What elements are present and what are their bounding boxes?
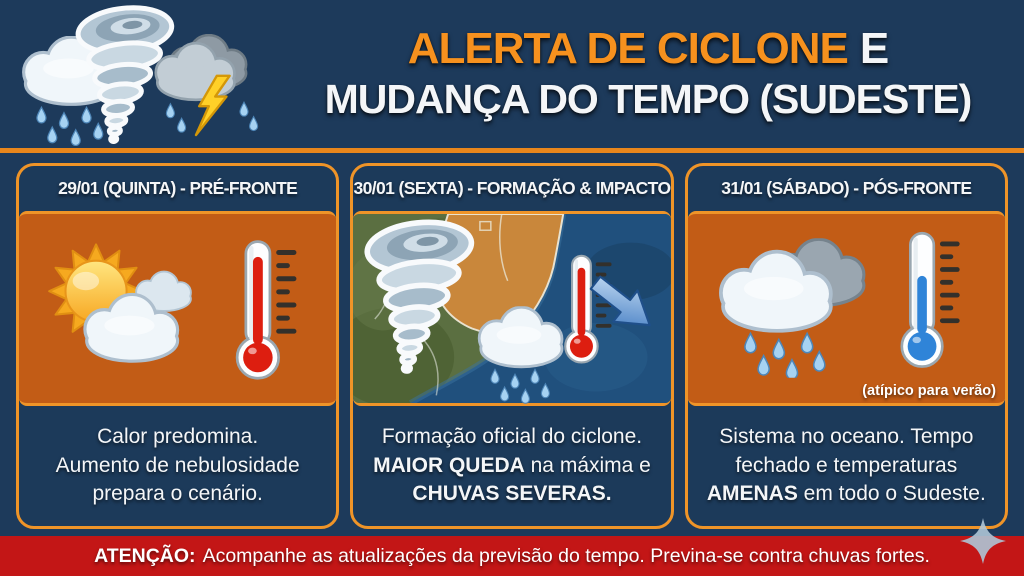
storm-cloud-lightning-icon (157, 36, 257, 135)
title-accent-suffix: E (859, 24, 889, 74)
header-divider (0, 148, 1024, 153)
alert-bar-bold: ATENÇÃO: (94, 544, 196, 567)
panel2-body-line3-bold: CHUVAS SEVERAS. (412, 482, 612, 506)
panel1-body: Calor predomina. Aumento de nebulosidade… (19, 406, 336, 526)
panel2-icon-area (353, 211, 671, 406)
panel3-body-line3: AMENAS em todo o Sudeste. (694, 480, 999, 509)
panel3-body-line1: Sistema no oceano. Tempo (719, 424, 974, 448)
title-line2: MUDANÇA DO TEMPO (SUDESTE) (324, 75, 973, 122)
panel2-body-line2: MAIOR QUEDA na máxima e (359, 452, 664, 481)
panel2-body-line2-bold: MAIOR QUEDA (373, 453, 525, 477)
panel1-body-line3: prepara o cenário. (92, 482, 263, 506)
panel2-header: 30/01 (SEXTA) - FORMAÇÃO & IMPACTO (353, 178, 671, 198)
arrow-down-right-icon (581, 266, 667, 344)
tornado-icon (361, 218, 489, 374)
panel3-body-line2: fechado e temperaturas (735, 453, 958, 477)
thermometer-cold-icon (889, 228, 969, 374)
atypical-summer-caption: (atípico para verão) (862, 383, 996, 399)
panel1-body-line1: Calor predomina. (97, 424, 259, 448)
panel1-body-line2: Aumento de nebulosidade (55, 453, 300, 477)
header: ALERTA DE CICLONE E MUDANÇA DO TEMPO (SUD… (0, 0, 1024, 148)
panel3-body-line3-rest: em todo o Sudeste. (797, 482, 986, 506)
panel2-body-line3: CHUVAS SEVERAS. (359, 480, 664, 509)
title-accent: ALERTA DE CICLONE (407, 24, 849, 74)
tornado-storm-clouds-icon (10, 4, 270, 146)
panel2-body-line2-rest: na máxima e (524, 453, 651, 477)
panel-formacao-impacto: 30/01 (SEXTA) - FORMAÇÃO & IMPACTO (350, 163, 674, 529)
panel3-icon-area: (atípico para verão) (687, 211, 1005, 406)
panel3-body: Sistema no oceano. Tempo fechado e tempe… (688, 406, 1005, 526)
page-title: ALERTA DE CICLONE E MUDANÇA DO TEMPO (SUD… (278, 0, 1018, 148)
panel3-header: 31/01 (SÁBADO) - PÓS-FRONTE (721, 178, 972, 198)
alert-bar-text: Acompanhe as atualizações da previsão do… (202, 544, 930, 567)
forecast-panels: 29/01 (QUINTA) - PRÉ-FRONTE Calor predom… (0, 153, 1024, 533)
panel2-body: Formação oficial do ciclone. MAIOR QUEDA… (353, 406, 670, 526)
panel1-header: 29/01 (QUINTA) - PRÉ-FRONTE (58, 178, 298, 198)
panel-pre-fronte: 29/01 (QUINTA) - PRÉ-FRONTE Calor predom… (16, 163, 340, 529)
panel3-body-line3-bold: AMENAS (706, 482, 798, 506)
panel2-body-line1: Formação oficial do ciclone. (381, 424, 643, 448)
sparkle-icon (960, 518, 1006, 564)
panel1-icon-area (19, 211, 337, 406)
heavy-rain-cloud-icon (710, 238, 882, 378)
thermometer-hot-icon (224, 236, 306, 386)
alert-bar: ATENÇÃO: Acompanhe as atualizações da pre… (0, 536, 1024, 576)
title-line1: ALERTA DE CICLONE E (407, 24, 889, 74)
sun-behind-clouds-icon (37, 242, 205, 370)
panel-pos-fronte: 31/01 (SÁBADO) - PÓS-FRONTE (atípico par… (684, 163, 1008, 529)
